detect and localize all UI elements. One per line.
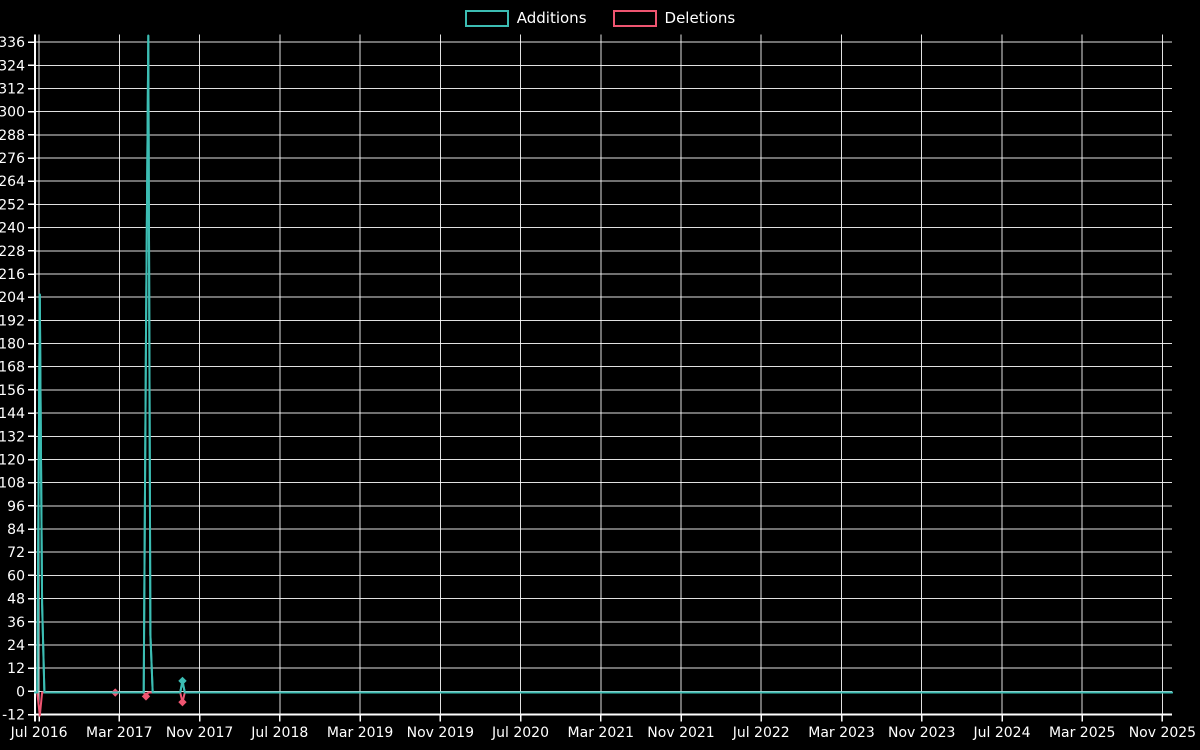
x-tick-label: Nov 2019 bbox=[407, 725, 474, 741]
y-tick-label: 108 bbox=[0, 476, 25, 492]
legend-item-deletions[interactable]: Deletions bbox=[612, 8, 736, 27]
x-tick-label: Mar 2021 bbox=[568, 725, 635, 741]
x-tick-label: Jul 2020 bbox=[491, 725, 549, 741]
y-tick-label: 168 bbox=[0, 360, 25, 376]
x-tick-label: Mar 2023 bbox=[808, 725, 875, 741]
y-tick-label: 24 bbox=[7, 638, 25, 654]
y-tick-label: 156 bbox=[0, 383, 25, 399]
x-tick-label: Jul 2016 bbox=[10, 725, 68, 741]
deletions-point-marker bbox=[141, 692, 151, 701]
y-tick-label: 264 bbox=[0, 174, 25, 190]
y-tick-label: 48 bbox=[7, 592, 25, 608]
legend: Additions Deletions bbox=[0, 8, 1200, 28]
legend-label-additions: Additions bbox=[516, 8, 587, 27]
x-tick-label: Jul 2018 bbox=[250, 725, 308, 741]
additions-swatch-icon bbox=[464, 9, 509, 27]
y-tick-label: -12 bbox=[2, 708, 25, 724]
y-tick-label: 144 bbox=[0, 406, 25, 422]
x-tick-label: Nov 2023 bbox=[888, 725, 955, 741]
y-tick-label: 120 bbox=[0, 453, 25, 469]
y-tick-label: 228 bbox=[0, 244, 25, 260]
y-tick-label: 180 bbox=[0, 337, 25, 353]
y-tick-label: 276 bbox=[0, 151, 25, 167]
x-tick-label: Nov 2025 bbox=[1129, 725, 1196, 741]
x-tick-label: Mar 2017 bbox=[86, 725, 153, 741]
y-tick-label: 192 bbox=[0, 313, 25, 329]
y-tick-label: 240 bbox=[0, 221, 25, 237]
y-tick-label: 216 bbox=[0, 267, 25, 283]
y-tick-label: 312 bbox=[0, 82, 25, 98]
y-tick-label: 252 bbox=[0, 197, 25, 213]
deletions-point-marker bbox=[178, 697, 187, 707]
additions-line bbox=[34, 34, 1173, 694]
x-tick-label: Mar 2025 bbox=[1049, 725, 1116, 741]
y-tick-label: 300 bbox=[0, 105, 25, 121]
y-tick-label: 204 bbox=[0, 290, 25, 306]
x-tick-label: Nov 2021 bbox=[647, 725, 714, 741]
y-tick-label: 336 bbox=[0, 35, 25, 51]
y-tick-label: 0 bbox=[16, 684, 25, 700]
y-tick-label: 84 bbox=[7, 522, 25, 538]
y-tick-label: 96 bbox=[7, 499, 25, 515]
x-tick-label: Nov 2017 bbox=[166, 725, 233, 741]
y-tick-label: 132 bbox=[0, 429, 25, 445]
y-tick-label: 12 bbox=[7, 661, 25, 677]
plot-area[interactable] bbox=[35, 34, 1172, 714]
y-tick-label: 288 bbox=[0, 128, 25, 144]
x-tick-label: Jul 2022 bbox=[732, 725, 790, 741]
y-tick-label: 60 bbox=[7, 568, 25, 584]
x-tick-label: Jul 2024 bbox=[973, 725, 1031, 741]
legend-label-deletions: Deletions bbox=[664, 8, 736, 27]
x-tick-label: Mar 2019 bbox=[327, 725, 394, 741]
deletions-swatch-icon bbox=[612, 9, 657, 27]
y-tick-label: 72 bbox=[7, 545, 25, 561]
y-tick-label: 324 bbox=[0, 58, 25, 74]
y-tick-label: 36 bbox=[7, 615, 25, 631]
legend-item-additions[interactable]: Additions bbox=[464, 8, 587, 27]
